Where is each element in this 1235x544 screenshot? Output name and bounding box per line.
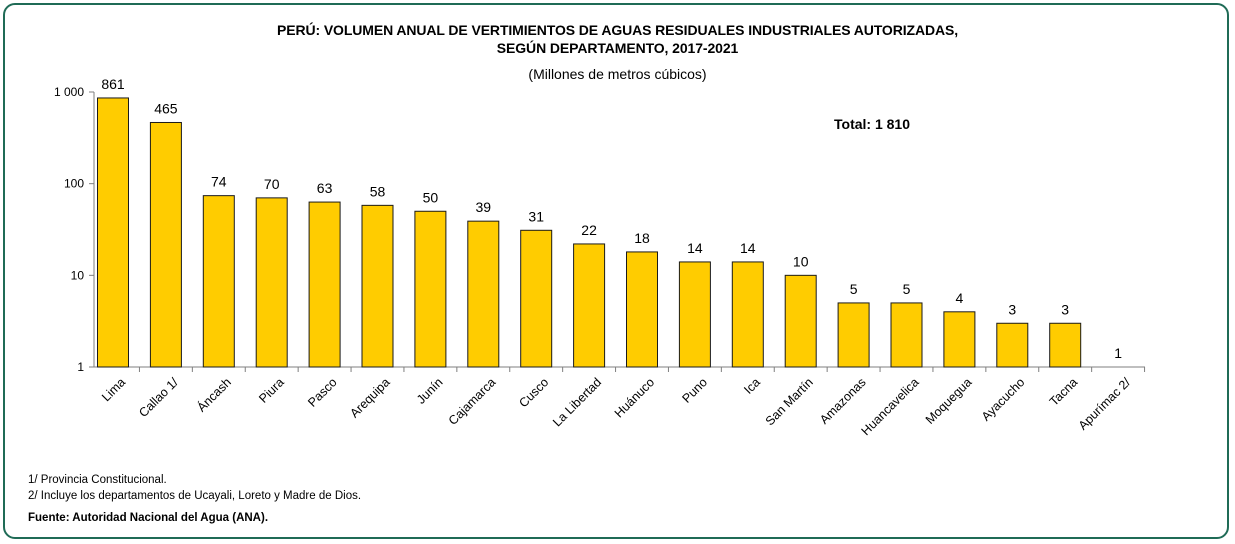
bar [890, 302, 923, 368]
bar [784, 274, 817, 368]
value-label: 39 [476, 199, 492, 215]
category-label: Lima [99, 375, 128, 404]
category-label: Cusco [516, 375, 551, 410]
source-note: Fuente: Autoridad Nacional del Agua (ANA… [28, 512, 269, 524]
category-label: Huánuco [612, 375, 657, 420]
y-tick-label: 100 [64, 177, 84, 191]
category-label: Arequipa [347, 375, 392, 420]
chart-subtitle: (Millones de metros cúbicos) [528, 66, 707, 82]
y-tick-label: 1 000 [54, 85, 84, 99]
value-label: 3 [1008, 301, 1016, 317]
category-label: La Libertad [550, 375, 604, 429]
bar [414, 210, 447, 368]
chart-title-line2: SEGÚN DEPARTAMENTO, 2017-2021 [496, 40, 739, 56]
value-label: 5 [903, 281, 911, 297]
total-label: Total: 1 810 [834, 116, 910, 132]
value-label: 31 [528, 208, 544, 224]
value-label: 50 [423, 189, 439, 205]
value-label: 1 [1114, 345, 1122, 361]
bar [996, 322, 1029, 368]
category-label: Callao 1/ [136, 375, 181, 420]
category-label: Puno [679, 375, 710, 406]
bar [943, 311, 976, 368]
value-label: 14 [687, 240, 703, 256]
bar [361, 204, 394, 368]
category-label: Apurímac 2/ [1076, 375, 1134, 433]
bar [678, 261, 711, 368]
bar [731, 261, 764, 368]
value-label: 58 [370, 183, 386, 199]
category-label: Moquegua [923, 375, 975, 427]
category-label: Piura [256, 375, 287, 406]
category-label: Pasco [305, 375, 339, 409]
category-label: Ayacucho [979, 375, 1028, 424]
category-label: Ica [741, 375, 763, 397]
bar [467, 220, 500, 368]
value-label: 10 [793, 253, 809, 269]
value-label: 3 [1061, 301, 1069, 317]
category-label: San Martín [763, 375, 816, 428]
bar [255, 197, 288, 368]
category-label: Áncash [194, 374, 234, 414]
bar [837, 302, 870, 368]
chart-title-line1: PERÚ: VOLUMEN ANUAL DE VERTIMIENTOS DE A… [276, 22, 959, 38]
category-label: Junín [414, 375, 446, 407]
y-tick-label: 1 [77, 360, 84, 374]
bar [1049, 322, 1082, 368]
value-label: 22 [581, 222, 597, 238]
value-label: 70 [264, 176, 280, 192]
category-label: Cajamarca [446, 375, 499, 428]
bar [149, 121, 182, 368]
value-label: 18 [634, 230, 650, 246]
value-label: 4 [956, 290, 964, 306]
bar [520, 229, 553, 368]
bar [573, 243, 606, 368]
y-tick-label: 10 [71, 268, 85, 282]
value-label: 5 [850, 281, 858, 297]
footnote-1: 1/ Provincia Constitucional. [28, 474, 167, 486]
value-label: 63 [317, 180, 333, 196]
footnote-2: 2/ Incluye los departamentos de Ucayali,… [28, 490, 362, 502]
value-label: 861 [101, 76, 125, 92]
category-label: Tacna [1047, 375, 1081, 409]
value-label: 465 [154, 100, 178, 116]
category-label: Amazonas [817, 375, 869, 427]
bar [202, 195, 235, 368]
value-label: 74 [211, 174, 227, 190]
bar [97, 97, 129, 368]
bar [308, 201, 341, 368]
bar [626, 251, 658, 368]
value-label: 14 [740, 240, 756, 256]
